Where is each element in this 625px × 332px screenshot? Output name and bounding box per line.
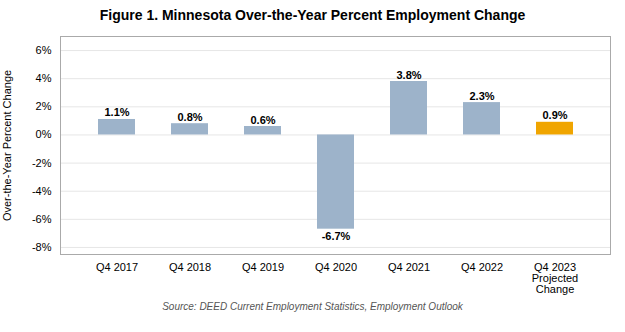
svg-text:-6.7%: -6.7% xyxy=(322,230,351,242)
svg-text:0.6%: 0.6% xyxy=(250,114,275,126)
svg-text:Q4 2018: Q4 2018 xyxy=(169,261,211,273)
svg-text:2%: 2% xyxy=(36,100,52,112)
svg-text:Q4 2019: Q4 2019 xyxy=(242,261,284,273)
html-text:Source: DEED Current Employmen: Source: DEED Current Employment Statisti… xyxy=(162,301,463,312)
svg-text:6%: 6% xyxy=(36,44,52,56)
svg-text:Q4 2020: Q4 2020 xyxy=(315,261,357,273)
svg-text:-6%: -6% xyxy=(32,213,52,225)
svg-text:0%: 0% xyxy=(36,128,52,140)
svg-text:-8%: -8% xyxy=(32,241,52,253)
html-text:Figure 1. Minnesota Over-the-Y: Figure 1. Minnesota Over-the-Year Percen… xyxy=(99,7,526,23)
svg-text:Q4 2017: Q4 2017 xyxy=(96,261,138,273)
svg-text:3.8%: 3.8% xyxy=(396,69,421,81)
svg-text:2.3%: 2.3% xyxy=(469,90,494,102)
svg-text:Q4 2022: Q4 2022 xyxy=(461,261,503,273)
svg-text:4%: 4% xyxy=(36,72,52,84)
svg-text:-4%: -4% xyxy=(32,185,52,197)
svg-text:0.8%: 0.8% xyxy=(177,111,202,123)
svg-text:1.1%: 1.1% xyxy=(104,106,129,118)
svg-text:Q4 2023ProjectedChange: Q4 2023ProjectedChange xyxy=(532,261,578,295)
svg-text:Q4 2021: Q4 2021 xyxy=(388,261,430,273)
svg-text:-2%: -2% xyxy=(32,157,52,169)
svg-text:Over-the-Year Percent Change: Over-the-Year Percent Change xyxy=(1,70,13,221)
svg-text:0.9%: 0.9% xyxy=(542,109,567,121)
